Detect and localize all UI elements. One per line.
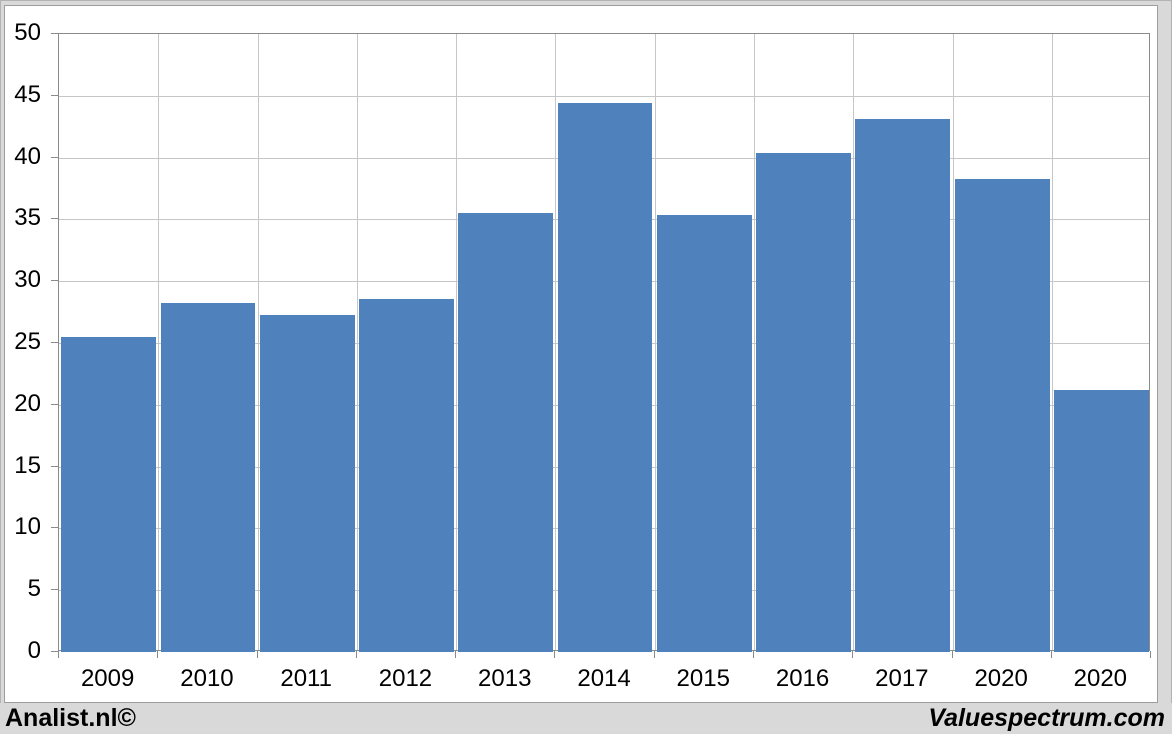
y-axis-tick <box>51 589 58 591</box>
bar-2009-0 <box>61 336 157 652</box>
y-axis-tick <box>51 156 58 158</box>
y-axis-tick <box>51 33 58 34</box>
bar-2014-5 <box>557 103 653 652</box>
vertical-gridline <box>753 34 755 650</box>
x-axis-tick <box>256 651 258 658</box>
y-axis-label-30: 30 <box>14 266 41 294</box>
y-axis-label-15: 15 <box>14 451 41 479</box>
x-axis-label-2009-0: 2009 <box>80 665 135 692</box>
analist-credit-label: Analist.nl© <box>5 704 136 732</box>
y-axis-label-35: 35 <box>14 204 41 232</box>
x-axis-label-2015-6: 2015 <box>676 665 730 692</box>
x-axis-tick <box>653 651 655 658</box>
x-axis-label-2017-8: 2017 <box>875 665 929 692</box>
x-axis-tick <box>752 651 754 658</box>
y-axis-tick <box>51 403 58 405</box>
x-axis-tick <box>58 651 59 658</box>
y-axis-label-5: 5 <box>27 575 41 603</box>
vertical-gridline <box>1051 34 1053 650</box>
vertical-gridline <box>356 34 358 650</box>
vertical-gridline <box>555 34 557 650</box>
chart-area: 0 5 10 15 20 25 30 35 40 45 50 2009 2010 2011 2012 201… <box>4 5 1158 703</box>
x-axis-label-2020-10: 2020 <box>1073 665 1128 692</box>
y-axis-label-50: 50 <box>14 19 41 46</box>
y-axis-label-20: 20 <box>14 389 41 417</box>
vertical-gridline <box>158 34 160 650</box>
x-axis-tick <box>1050 651 1052 658</box>
bar-2020-10 <box>1053 390 1149 652</box>
x-axis-label-2013-4: 2013 <box>478 665 532 692</box>
footer-bar: Analist.nl© Valuespectrum.com <box>0 703 1172 734</box>
x-axis-tick <box>355 651 357 658</box>
x-axis-label-2012-3: 2012 <box>378 665 433 692</box>
bar-2017-8 <box>855 119 951 652</box>
vertical-gridline <box>952 34 954 650</box>
x-axis-tick <box>951 651 953 658</box>
vertical-gridline <box>456 34 458 650</box>
x-axis-tick <box>1150 651 1151 658</box>
bar-2012-3 <box>359 298 454 652</box>
y-axis-label-40: 40 <box>14 142 41 170</box>
y-axis-label-25: 25 <box>14 328 41 355</box>
x-axis-label-2020-9: 2020 <box>974 665 1028 692</box>
y-axis-tick <box>51 465 58 467</box>
y-axis-tick <box>51 527 58 529</box>
x-axis-tick <box>157 651 159 658</box>
y-axis-tick <box>51 651 58 652</box>
y-axis-tick <box>51 218 58 220</box>
y-axis-tick <box>51 342 58 343</box>
bar-2020-9 <box>954 178 1050 652</box>
x-axis-tick <box>852 651 854 658</box>
vertical-gridline <box>853 34 855 650</box>
bar-2015-6 <box>656 214 752 652</box>
bar-2013-4 <box>458 213 554 652</box>
vertical-gridline <box>654 34 656 650</box>
x-axis-label-2014-5: 2014 <box>577 665 631 692</box>
bar-2010-1 <box>160 303 256 652</box>
plot-area <box>58 33 1150 652</box>
x-axis-tick <box>455 651 457 658</box>
y-axis-label-45: 45 <box>14 80 41 108</box>
x-axis-label-2011-2: 2011 <box>280 665 332 692</box>
horizontal-gridline <box>59 95 1149 97</box>
y-axis-label-0: 0 <box>27 637 41 664</box>
x-axis-label-2016-7: 2016 <box>775 665 830 692</box>
bar-2011-2 <box>259 314 355 652</box>
x-axis-tick <box>554 651 556 658</box>
vertical-gridline <box>257 34 259 650</box>
bar-2016-7 <box>756 152 851 652</box>
y-axis-label-10: 10 <box>14 513 41 541</box>
y-axis-tick <box>51 280 58 282</box>
y-axis-tick <box>51 94 58 96</box>
x-axis-label-2010-1: 2010 <box>180 665 234 692</box>
valuespectrum-credit-label: Valuespectrum.com <box>928 704 1165 732</box>
